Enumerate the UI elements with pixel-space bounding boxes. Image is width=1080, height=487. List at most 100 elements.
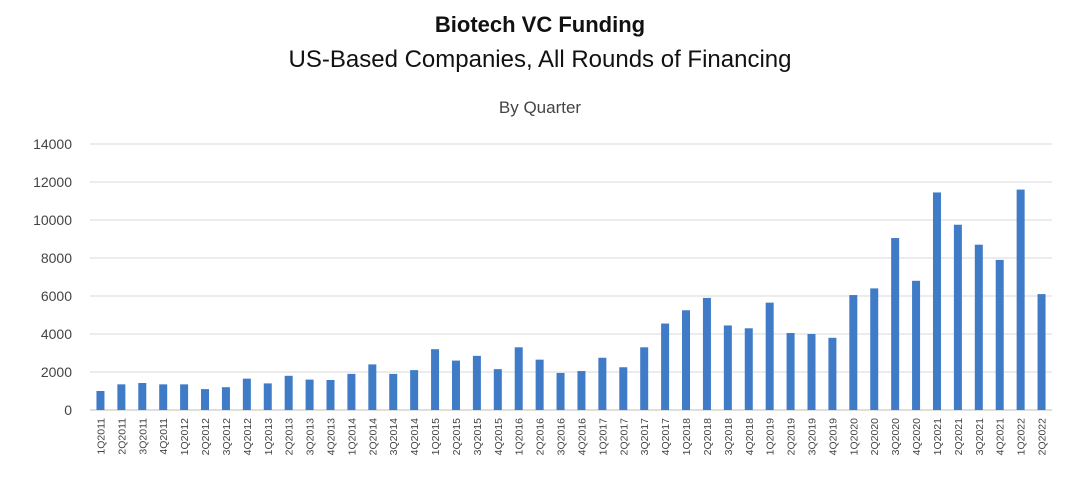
x-tick-label: 3Q2021: [974, 418, 986, 456]
bar-2Q2015: [451, 360, 460, 410]
bar-1Q2020: [849, 295, 858, 410]
bar-3Q2017: [640, 347, 649, 410]
x-tick-label: 2Q2015: [451, 418, 463, 456]
x-tick-label: 1Q2016: [514, 418, 526, 456]
y-tick-label: 6000: [41, 288, 72, 304]
bar-3Q2011: [138, 383, 147, 410]
bar-4Q2016: [577, 371, 586, 410]
bar-1Q2014: [347, 373, 356, 410]
x-tick-label: 4Q2012: [242, 418, 254, 456]
x-tick-label: 4Q2018: [744, 418, 756, 456]
bar-3Q2012: [221, 387, 230, 410]
bar-4Q2012: [242, 378, 251, 410]
bar-4Q2013: [326, 379, 335, 410]
bar-4Q2021: [995, 259, 1004, 410]
x-tick-label: 4Q2013: [326, 418, 338, 456]
x-tick-label: 3Q2013: [305, 418, 317, 456]
bar-4Q2019: [828, 337, 837, 410]
bar-4Q2018: [744, 328, 753, 410]
x-tick-label: 1Q2013: [263, 418, 275, 456]
bar-3Q2014: [389, 373, 398, 410]
bar-2Q2019: [786, 333, 795, 410]
bar-2Q2011: [117, 384, 126, 410]
bar-2Q2013: [284, 375, 293, 410]
bar-2Q2014: [368, 364, 377, 410]
y-tick-label: 12000: [33, 174, 72, 190]
bar-2Q2021: [953, 224, 962, 410]
bar-3Q2016: [556, 372, 565, 410]
bar-2Q2018: [702, 297, 711, 410]
bar-2Q2012: [201, 389, 210, 410]
bar-4Q2017: [661, 323, 670, 410]
x-tick-label: 3Q2011: [137, 418, 149, 455]
bar-1Q2016: [514, 347, 523, 410]
x-tick-label: 2Q2020: [869, 418, 881, 456]
x-tick-label: 2Q2019: [786, 418, 798, 456]
bar-1Q2015: [431, 349, 440, 410]
x-tick-label: 1Q2015: [430, 418, 442, 456]
x-tick-label: 1Q2011: [95, 418, 107, 455]
x-tick-label: 4Q2015: [493, 418, 505, 456]
x-tick-label: 1Q2018: [681, 418, 693, 456]
bar-1Q2018: [682, 310, 691, 410]
x-tick-label: 1Q2019: [765, 418, 777, 456]
x-tick-label: 2Q2011: [116, 418, 128, 455]
x-tick-label: 2Q2013: [284, 418, 296, 456]
bar-4Q2015: [493, 369, 502, 410]
x-tick-label: 1Q2022: [1016, 418, 1028, 456]
x-tick-label: 3Q2012: [221, 418, 233, 456]
x-tick-label: 3Q2015: [472, 418, 484, 456]
x-tick-label: 2Q2021: [953, 418, 965, 456]
bar-3Q2015: [472, 355, 481, 410]
y-tick-label: 4000: [41, 326, 72, 342]
bar-4Q2011: [159, 384, 168, 410]
x-tick-label: 2Q2018: [702, 418, 714, 456]
x-tick-label: 4Q2020: [911, 418, 923, 456]
bar-3Q2020: [891, 238, 900, 410]
bar-3Q2018: [723, 325, 732, 410]
bar-1Q2011: [96, 391, 105, 410]
x-tick-label: 1Q2012: [179, 418, 191, 456]
x-tick-label: 4Q2014: [409, 418, 421, 456]
chart-subtitle: US-Based Companies, All Rounds of Financ…: [288, 46, 792, 73]
x-tick-label: 1Q2017: [597, 418, 609, 456]
chart-subtitle-quarter: By Quarter: [498, 98, 582, 117]
x-tick-label: 2Q2012: [200, 418, 212, 456]
bar-1Q2012: [180, 384, 189, 410]
y-tick-label: 10000: [33, 212, 72, 228]
bar-1Q2017: [598, 357, 607, 410]
x-tick-label: 1Q2014: [346, 418, 358, 456]
bar-3Q2019: [807, 334, 816, 410]
chart-title: Biotech VC Funding: [434, 12, 646, 37]
x-tick-label: 4Q2019: [827, 418, 839, 456]
x-tick-label: 4Q2017: [660, 418, 672, 456]
x-tick-label: 3Q2018: [723, 418, 735, 456]
bar-3Q2013: [305, 379, 314, 410]
y-tick-label: 0: [64, 402, 72, 418]
x-tick-label: 3Q2020: [890, 418, 902, 456]
bar-1Q2022: [1016, 189, 1025, 410]
bar-2Q2022: [1037, 294, 1046, 410]
bar-1Q2021: [932, 192, 941, 410]
x-tick-label: 2Q2014: [367, 418, 379, 456]
bar-1Q2013: [263, 383, 272, 410]
x-tick-label: 3Q2014: [388, 418, 400, 456]
bar-4Q2020: [912, 280, 921, 410]
x-tick-label: 4Q2016: [576, 418, 588, 456]
x-tick-label: 2Q2017: [618, 418, 630, 456]
y-tick-label: 8000: [41, 250, 72, 266]
bar-3Q2021: [974, 244, 983, 410]
x-tick-label: 3Q2017: [639, 418, 651, 456]
bar-1Q2019: [765, 302, 774, 410]
x-tick-label: 4Q2021: [995, 418, 1007, 456]
x-tick-label: 1Q2020: [848, 418, 860, 456]
x-tick-label: 3Q2019: [807, 418, 819, 456]
x-tick-label: 3Q2016: [556, 418, 568, 456]
x-tick-label: 2Q2016: [535, 418, 547, 456]
x-tick-label: 2Q2022: [1037, 418, 1049, 456]
x-tick-label: 1Q2021: [932, 418, 944, 456]
y-tick-label: 2000: [41, 364, 72, 380]
bar-2Q2017: [619, 367, 628, 410]
